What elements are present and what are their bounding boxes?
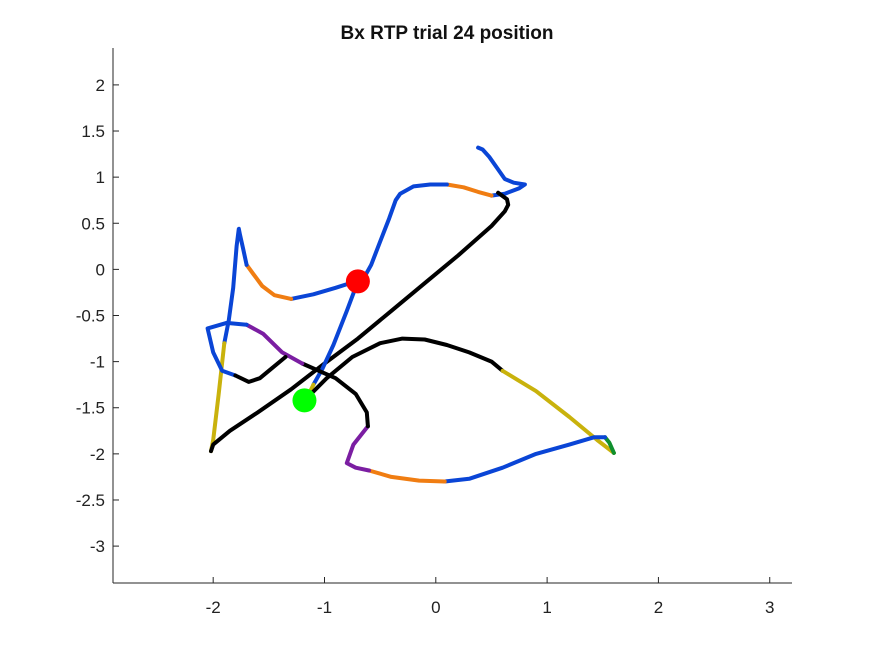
y-tick-label: 2: [96, 76, 105, 95]
chart-title: Bx RTP trial 24 position: [341, 23, 554, 44]
x-tick-label: 2: [654, 598, 663, 617]
x-tick-label: 0: [431, 598, 440, 617]
trajectory-segment-8: [311, 279, 360, 387]
trajectory-segment-3: [289, 182, 449, 301]
trajectory-segment-19: [233, 355, 288, 384]
trajectory-segment-7: [209, 190, 511, 454]
trajectory-segment-18: [205, 320, 249, 378]
y-tick-label: -0.5: [76, 307, 105, 326]
trajectory-segment-11: [500, 368, 616, 455]
y-tick-label: -1: [90, 353, 105, 372]
y-tick-label: 1.5: [81, 122, 105, 141]
trajectory-segment-4: [244, 262, 294, 301]
marker-red: [345, 269, 370, 294]
trajectory-segment-1: [476, 145, 527, 198]
trajectory-segment-17: [244, 322, 305, 366]
y-tick-label: -2: [90, 445, 105, 464]
y-tick-label: -2.5: [76, 491, 105, 510]
x-tick-label: -1: [317, 598, 332, 617]
trajectory-segment-5: [222, 226, 249, 346]
trajectory-segment-10: [302, 336, 505, 403]
x-tick-label: -2: [206, 598, 221, 617]
marker-green: [292, 388, 317, 413]
axes: -2 -1 0 1 2 3 -3 -2.5 -2 -1.5 -1 -0.5 0 0.5 1 1.5 2: [76, 48, 792, 617]
x-tick-label: 1: [542, 598, 551, 617]
y-tick-label: 0.5: [81, 214, 105, 233]
y-tick-label: 1: [96, 168, 105, 187]
y-tick-label: 0: [96, 260, 105, 279]
trajectory-segment-16: [300, 361, 370, 429]
trajectory-segment-2: [444, 182, 494, 198]
y-tick-label: -1.5: [76, 399, 105, 418]
x-tick-label: 3: [765, 598, 774, 617]
x-ticks: -2 -1 0 1 2 3: [206, 577, 774, 617]
trajectory-segment-13: [442, 435, 607, 484]
y-tick-label: -3: [90, 537, 105, 556]
trajectory-segment-14: [367, 468, 447, 484]
y-ticks: -3 -2.5 -2 -1.5 -1 -0.5 0 0.5 1 1.5 2: [76, 76, 119, 556]
trajectory-segment-12: [603, 435, 616, 455]
trajectory-markers: [292, 269, 370, 413]
trajectory-segment-15: [344, 424, 371, 473]
